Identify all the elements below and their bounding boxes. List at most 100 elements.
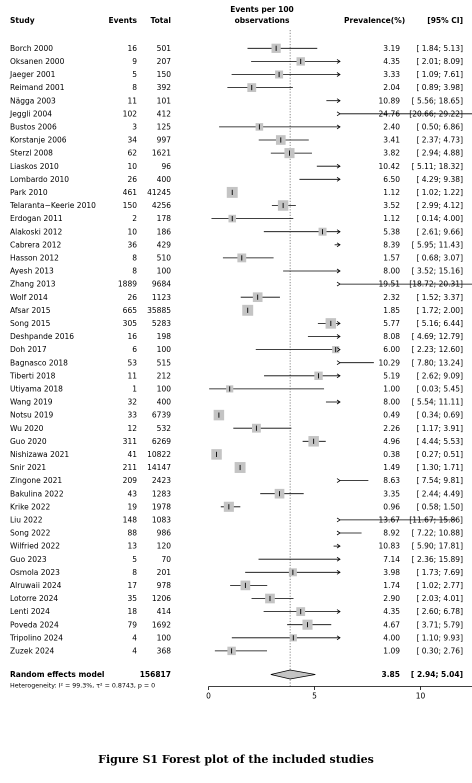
study-row: Oksanen 2000 9 207 4.35 [ 2.01; 8.09]	[10, 57, 463, 66]
prevalence-value: 8.39	[383, 240, 400, 249]
prevalence-value: 19.51	[379, 280, 401, 289]
study-label: Nägga 2003	[10, 96, 56, 105]
study-row: Telaranta−Keerie 2010 150 4256 3.52 [ 2.99; …	[9, 200, 463, 211]
study-label: Reimand 2001	[10, 83, 65, 92]
study-label: Osmola 2023	[10, 568, 60, 577]
prevalence-value: 1.09	[383, 647, 400, 656]
study-label: Guo 2020	[10, 437, 47, 446]
ci-value: [ 2.44; 4.49]	[416, 489, 463, 498]
prevalence-value: 4.35	[383, 607, 400, 616]
study-row: Alakoski 2012 10 186 5.38 [ 2.61; 9.66]	[10, 227, 463, 236]
ci-value: [20.66; 29.22]	[409, 109, 463, 118]
figure-caption: Figure S1 Forest plot of the included st…	[98, 753, 374, 766]
prevalence-value: 3.33	[383, 70, 400, 79]
ci-value: [ 1.10; 9.93]	[416, 633, 463, 642]
events-value: 305	[123, 319, 138, 328]
pooled-label: Random effects model	[10, 670, 104, 679]
study-row: Wolf 2014 26 1123 2.32 [ 1.52; 3.37]	[10, 292, 463, 303]
study-row: Bakulina 2022 43 1283 3.35 [ 2.44; 4.49]	[10, 488, 463, 499]
total-value: 501	[157, 44, 172, 53]
study-label: Wilfried 2022	[10, 542, 60, 551]
prevalence-value: 5.38	[383, 227, 400, 236]
study-row: Lombardo 2010 26 400 6.50 [ 4.29; 9.38]	[10, 175, 463, 184]
ci-value: [ 1.84; 5.13]	[416, 44, 463, 53]
ci-arrow	[336, 569, 341, 575]
prevalence-value: 1.85	[383, 306, 400, 315]
events-value: 11	[127, 371, 137, 380]
total-value: 1621	[152, 149, 171, 158]
ci-arrow	[336, 98, 341, 104]
study-label: Liaskos 2010	[10, 162, 59, 171]
column-headers: Study Events Total Events per 100 observ…	[10, 5, 463, 25]
prevalence-value: 6.00	[383, 345, 400, 354]
study-row: Tiberti 2018 11 212 5.19 [ 2.62; 9.09]	[9, 371, 463, 380]
study-row: Deshpande 2016 16 198 8.08 [ 4.69; 12.79]	[10, 332, 463, 341]
total-value: 41245	[147, 188, 171, 197]
total-value: 412	[157, 109, 172, 118]
study-row: Tripolino 2024 4 100 4.00 [ 1.10; 9.93]	[9, 633, 463, 642]
events-value: 10	[127, 227, 137, 236]
pooled-prevalence: 3.85	[381, 670, 400, 679]
total-value: 207	[157, 57, 172, 66]
events-value: 1	[132, 385, 137, 394]
study-label: Snir 2021	[10, 463, 46, 472]
x-tick-label: 0	[206, 691, 211, 700]
events-value: 6	[132, 345, 137, 354]
events-value: 211	[123, 463, 138, 472]
prevalence-value: 0.96	[383, 502, 400, 511]
events-value: 3	[132, 123, 137, 132]
ci-arrow	[336, 281, 341, 287]
header-ci: [95% CI]	[427, 16, 463, 25]
events-value: 150	[123, 201, 138, 210]
prevalence-value: 10.42	[379, 162, 401, 171]
total-value: 120	[157, 542, 172, 551]
total-value: 178	[157, 214, 172, 223]
events-value: 10	[127, 162, 137, 171]
prevalence-value: 0.49	[383, 411, 400, 420]
events-value: 148	[123, 516, 138, 525]
ci-value: [ 0.27; 0.51]	[416, 450, 463, 459]
ci-value: [ 7.54; 9.81]	[416, 476, 463, 485]
ci-value: [ 2.61; 9.66]	[416, 227, 463, 236]
study-label: Deshpande 2016	[10, 332, 74, 341]
study-label: Doh 2017	[10, 345, 47, 354]
study-label: Zuzek 2024	[10, 647, 54, 656]
events-value: 32	[127, 398, 137, 407]
study-row: Wu 2020 12 532 2.26 [ 1.17; 3.91]	[10, 423, 463, 433]
study-row: Krike 2022 19 1978 0.96 [ 0.58; 1.50]	[10, 501, 463, 512]
study-label: Lenti 2024	[10, 607, 50, 616]
total-value: 198	[157, 332, 172, 341]
total-value: 1206	[152, 594, 171, 603]
study-label: Bakulina 2022	[10, 489, 64, 498]
events-value: 8	[132, 83, 137, 92]
events-value: 1889	[118, 280, 137, 289]
study-label: Alruwaii 2024	[10, 581, 62, 590]
study-label: Korstanje 2006	[10, 136, 67, 145]
events-value: 8	[132, 254, 137, 263]
prevalence-value: 5.77	[383, 319, 400, 328]
total-value: 1283	[152, 489, 171, 498]
ci-arrow	[336, 530, 341, 536]
ci-value: [ 0.68; 3.07]	[416, 254, 463, 263]
ci-arrow	[336, 478, 341, 483]
study-label: Borch 2000	[10, 44, 53, 53]
prevalence-value: 3.82	[383, 149, 400, 158]
events-value: 209	[123, 476, 138, 485]
study-label: Song 2015	[10, 319, 51, 328]
study-label: Park 2010	[10, 188, 48, 197]
ci-value: [ 2.99; 4.12]	[416, 201, 463, 210]
total-value: 201	[157, 568, 172, 577]
study-row: Song 2022 88 986 8.92 [ 7.22; 10.88]	[10, 529, 463, 538]
ci-value: [ 2.36; 15.89]	[412, 555, 463, 564]
ci-value: [ 3.52; 15.16]	[412, 267, 463, 276]
events-value: 13	[127, 542, 137, 551]
events-value: 17	[127, 581, 137, 590]
study-rows: Borch 2000 16 501 3.19[ 1.84; 5.13]Oksanen …	[9, 30, 472, 689]
ci-value: [ 0.89; 3.98]	[416, 83, 463, 92]
prevalence-value: 2.32	[383, 293, 400, 302]
prevalence-value: 3.41	[383, 136, 400, 145]
ci-arrow	[336, 334, 341, 339]
study-label: Wu 2020	[10, 424, 44, 433]
study-row: Reimand 2001 8 392 2.04 [ 0.89; 3.98]	[10, 83, 463, 92]
ci-value: [ 2.01; 8.09]	[416, 57, 463, 66]
